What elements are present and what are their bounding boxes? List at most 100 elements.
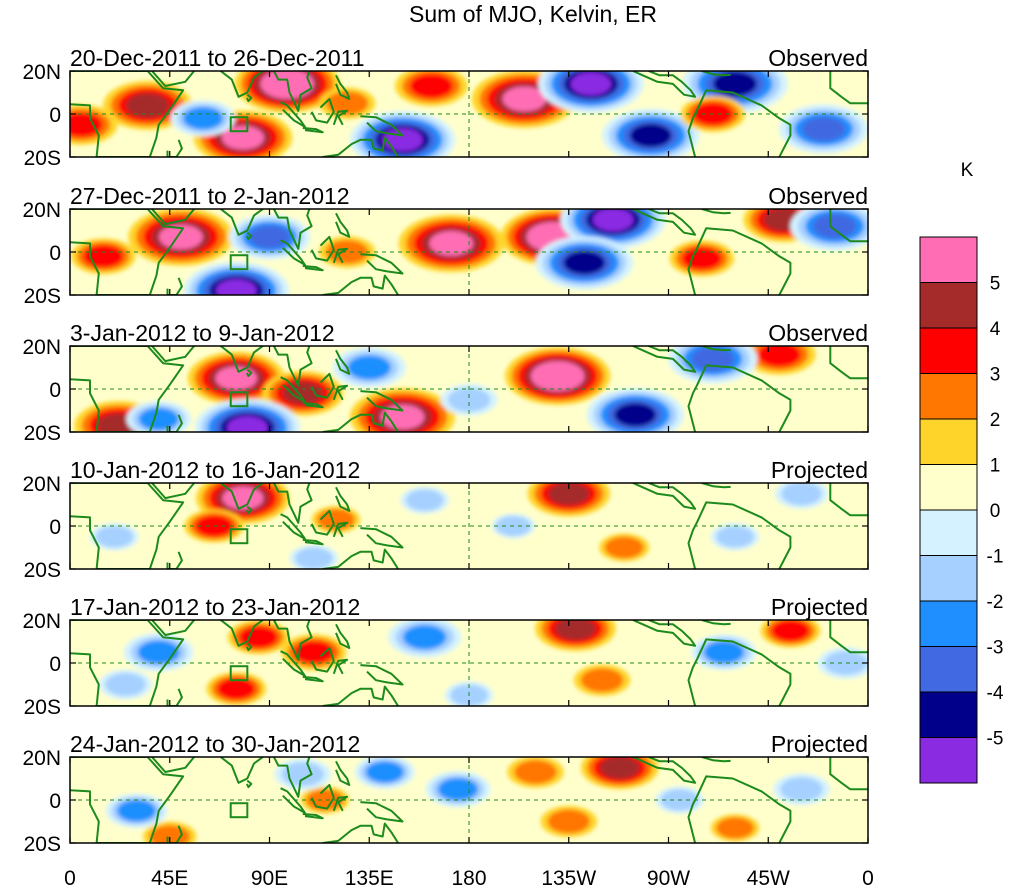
contour-band	[409, 73, 453, 99]
contour-band	[781, 483, 822, 506]
anomaly-blob	[580, 757, 659, 790]
region-box	[229, 254, 249, 271]
coastline-srilanka	[245, 368, 253, 378]
anomaly-blob	[187, 351, 285, 405]
contour-band	[317, 508, 355, 531]
panel-kind-label: Observed	[768, 45, 868, 71]
anomaly-field	[70, 620, 868, 706]
coastlines	[70, 71, 868, 157]
coastline-africa	[70, 71, 185, 157]
colorbar-tick-label: 5	[990, 274, 1001, 295]
coastline-arabia	[151, 757, 195, 773]
contour-band	[511, 91, 538, 106]
anomaly-field	[70, 71, 868, 157]
anomaly-blob	[535, 236, 633, 290]
panel-kind-label: Projected	[771, 594, 868, 620]
coastline-camerica	[632, 620, 697, 647]
x-axis: 0 45E 90E 135E 180 135W 90W 45W 0	[64, 867, 874, 889]
colorbar-swatch	[919, 509, 978, 556]
coastline-africa	[70, 209, 185, 295]
anomaly-blob	[318, 236, 376, 268]
contour-band	[105, 673, 146, 696]
anomaly-blob	[183, 261, 289, 295]
colorbar-swatch	[919, 691, 978, 738]
anomaly-blob	[394, 71, 468, 107]
coastline-africa	[70, 620, 185, 706]
coastline-newguinea	[360, 390, 404, 412]
coastlines	[70, 483, 868, 569]
coastline-sumatra	[280, 650, 306, 677]
anomaly-blob	[289, 544, 339, 569]
anomaly-blob	[128, 209, 234, 266]
coastline-indochina	[273, 346, 313, 387]
contour-band	[547, 809, 590, 834]
anomaly-blob	[90, 523, 139, 551]
contour-band	[722, 76, 748, 91]
anomaly-blob	[710, 523, 760, 551]
coastline-borneo	[310, 235, 335, 262]
coastline-arabia	[151, 209, 195, 226]
colorbar-swatch	[919, 600, 978, 647]
anomaly-blob	[774, 483, 829, 509]
colorbar-tick-label: 2	[990, 410, 1001, 431]
colorbar-tick-label: 0	[990, 501, 1001, 522]
colorbar-tick-label: -3	[987, 638, 1004, 659]
coastline-india	[220, 346, 264, 373]
panel-date-range: 17-Jan-2012 to 23-Jan-2012	[70, 594, 360, 620]
contour-band	[234, 420, 261, 432]
colorbar-tick-label: 3	[990, 365, 1001, 386]
coastline-caribbean	[701, 757, 731, 763]
anomaly-blob	[354, 757, 415, 789]
coastline-samerica	[687, 775, 792, 843]
panel-date-range: 10-Jan-2012 to 16-Jan-2012	[70, 457, 360, 483]
coastline-wafrica	[829, 346, 868, 380]
contour-band	[716, 817, 754, 839]
y-tick-label: 20S	[24, 833, 61, 856]
panel-6: 20N 0 20S 24-Jan-2012 to 30-Jan-2012 Project…	[22, 731, 869, 856]
coastlines	[70, 346, 868, 432]
colorbar-tick-label: -2	[987, 592, 1004, 613]
contour-band	[716, 526, 754, 548]
colorbar-unit: K	[961, 160, 974, 181]
contour-band	[703, 640, 744, 664]
contour-band	[438, 236, 465, 251]
panel-kind-label: Observed	[768, 320, 868, 346]
coastline-camerica	[632, 209, 697, 236]
panel-kind-label: Projected	[771, 731, 868, 757]
panel-5: 20N 0 20S 17-Jan-2012 to 23-Jan-2012 Project…	[22, 594, 869, 719]
coastline-australia	[322, 822, 399, 843]
coastline-java	[302, 539, 324, 546]
x-tick-label: 90E	[251, 867, 288, 889]
coastline-india	[220, 483, 264, 510]
anomaly-blob	[710, 814, 760, 842]
colorbar-tick-label: -1	[987, 547, 1004, 568]
anomaly-blob	[586, 388, 684, 432]
coastline-sulawesi	[332, 109, 349, 126]
contour-band	[554, 620, 596, 641]
panel-kind-label: Observed	[768, 183, 868, 209]
coastline-arabia	[151, 346, 195, 363]
anomaly-blob	[425, 771, 491, 808]
anomaly-blob	[779, 104, 868, 154]
coastline-java	[302, 127, 324, 134]
contour-band	[325, 240, 369, 264]
panel-date-range: 24-Jan-2012 to 30-Jan-2012	[70, 731, 360, 757]
coastline-borneo	[310, 509, 335, 536]
anomaly-blob	[262, 370, 344, 416]
coastline-camerica	[632, 483, 697, 510]
anomaly-blob	[332, 347, 406, 388]
colorbar-swatch	[919, 464, 978, 511]
contour-band	[437, 777, 478, 801]
region-box	[229, 116, 249, 133]
contour-band	[217, 678, 256, 700]
coastline-madagascar	[166, 277, 183, 295]
contour-band	[239, 626, 278, 649]
coastline-sulawesi	[332, 795, 349, 812]
anomaly-blob	[398, 214, 504, 273]
coastline-wafrica	[829, 483, 868, 517]
coastline-india	[220, 757, 264, 784]
anomaly-blob	[573, 664, 631, 696]
y-tick-label: 20N	[22, 199, 61, 222]
x-tick-label: 90W	[647, 867, 690, 889]
anomaly-blob	[669, 240, 735, 277]
